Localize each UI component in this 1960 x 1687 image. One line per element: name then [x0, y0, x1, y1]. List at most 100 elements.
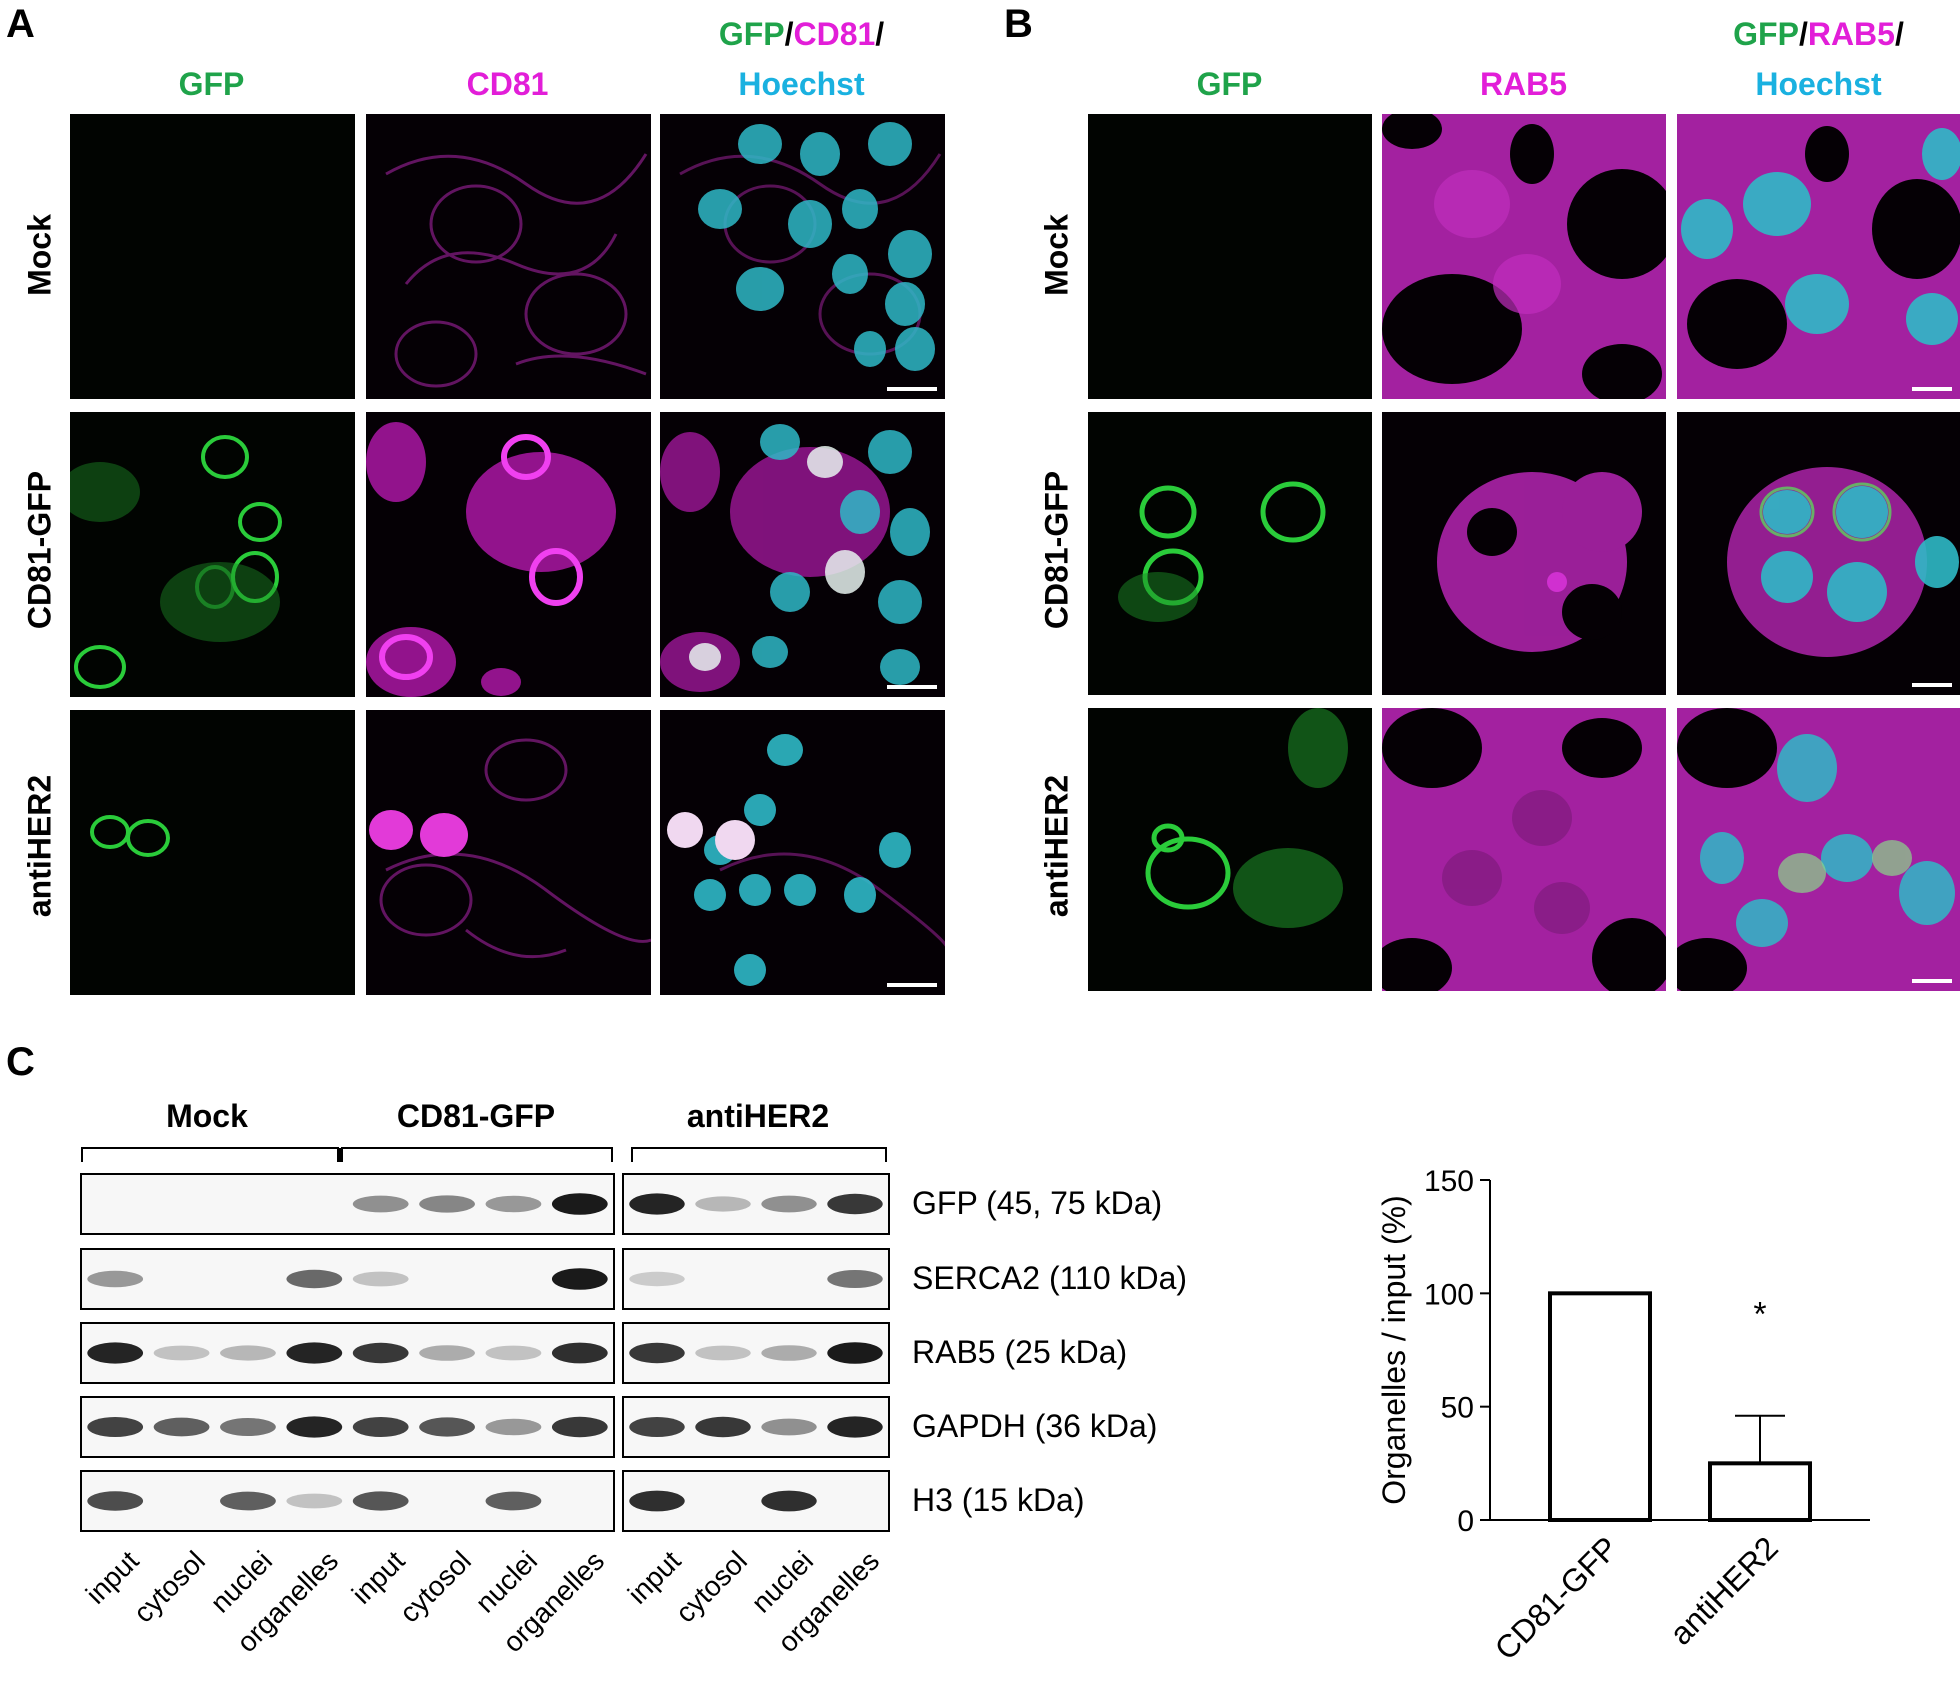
blot-band — [419, 1195, 475, 1213]
blot-band — [485, 1345, 542, 1361]
micrograph-a-antiher2-merge — [660, 710, 945, 995]
blot-band — [761, 1345, 817, 1361]
blot-group-mock: Mock — [166, 1098, 248, 1134]
blot-band — [220, 1345, 276, 1361]
y-tick-label: 50 — [1441, 1392, 1474, 1425]
micrograph-b-cd81gfp-gfp — [1088, 412, 1372, 695]
x-tick-label: CD81-GFP — [1488, 1529, 1625, 1660]
panel-b-row-cd81-gfp: CD81-GFP — [1038, 470, 1075, 630]
blot-band — [352, 1195, 409, 1213]
micrograph-a-mock-merge — [660, 114, 945, 399]
blot-band — [485, 1491, 542, 1511]
blot-band — [419, 1345, 475, 1361]
blot-band — [153, 1345, 210, 1361]
organelles-bar-chart: 0 50 100 150 Organelles / input (%) CD81-GFP *… — [1376, 1165, 1870, 1660]
blot-band — [827, 1416, 883, 1438]
blot-band — [551, 1268, 608, 1290]
blot-band — [827, 1270, 883, 1288]
micrograph-a-cd81gfp-merge — [660, 412, 945, 697]
blot-gfp-right — [622, 1173, 890, 1235]
blot-band — [352, 1271, 409, 1287]
panel-a-merge-header: GFP/CD81/ Hoechst — [660, 14, 943, 104]
blot-band — [286, 1416, 343, 1438]
blot-band — [827, 1342, 883, 1364]
blot-band — [485, 1195, 542, 1213]
merge-gfp-label: GFP — [1733, 16, 1799, 52]
blot-band — [827, 1193, 883, 1215]
blot-band — [220, 1491, 276, 1511]
lane-label-cytosol: cytosol — [127, 1545, 212, 1629]
blot-band — [761, 1195, 817, 1213]
bar-cd81-gfp — [1548, 1291, 1652, 1522]
blot-label-gapdh: GAPDH (36 kDa) — [912, 1408, 1158, 1444]
panel-a-col-gfp-header: GFP — [178, 66, 245, 102]
blot-label-h3: H3 (15 kDa) — [912, 1482, 1085, 1518]
blot-band — [629, 1490, 685, 1512]
panel-b-col-rab5-header: RAB5 — [1479, 66, 1568, 102]
blot-serca2-left — [80, 1248, 615, 1310]
merge-gfp-label: GFP — [718, 16, 785, 52]
micrograph-b-mock-merge — [1677, 114, 1960, 399]
blot-band — [629, 1271, 685, 1287]
blot-band — [695, 1416, 751, 1438]
blot-band — [551, 1342, 608, 1364]
blot-label-serca2: SERCA2 (110 kDa) — [912, 1260, 1188, 1296]
bar-antiher2 — [1708, 1461, 1812, 1523]
micrograph-a-cd81gfp-cd81 — [366, 412, 651, 697]
blot-band — [87, 1491, 144, 1511]
panel-b-row-antiher2: antiHER2 — [1038, 774, 1075, 918]
y-tick-label: 100 — [1424, 1278, 1474, 1311]
blot-rab5-left — [80, 1322, 615, 1384]
panel-b-row-mock: Mock — [1038, 214, 1075, 296]
blot-gapdh-left — [80, 1396, 615, 1458]
merge-rab5-label: RAB5 — [1807, 16, 1895, 52]
blot-band — [629, 1193, 685, 1215]
blot-gfp-left — [80, 1173, 615, 1235]
micrograph-b-antiher2-merge — [1677, 708, 1960, 991]
blot-band — [761, 1418, 817, 1436]
panel-a-letter: A — [6, 2, 35, 46]
blot-h3-left — [80, 1470, 615, 1532]
panel-b-letter: B — [1004, 2, 1033, 46]
scale-bar — [887, 983, 937, 987]
micrograph-a-cd81gfp-gfp — [70, 412, 355, 697]
merge-separator: / — [784, 16, 794, 52]
merge-separator: / — [1798, 16, 1808, 52]
blot-group-cd81-gfp: CD81-GFP — [396, 1098, 556, 1134]
x-tick-label: antiHER2 — [1663, 1529, 1785, 1651]
blot-band — [286, 1342, 343, 1364]
blot-band — [629, 1342, 685, 1364]
micrograph-b-antiher2-rab5 — [1382, 708, 1666, 991]
blot-band — [761, 1490, 817, 1512]
micrograph-b-mock-rab5 — [1382, 114, 1666, 399]
panel-b-col-gfp-header: GFP — [1196, 66, 1263, 102]
scale-bar — [1912, 387, 1952, 391]
y-axis-label: Organelles / input (%) — [1376, 1195, 1412, 1504]
micrograph-a-mock-cd81 — [366, 114, 651, 399]
significance-star: * — [1753, 1296, 1766, 1334]
micrograph-b-cd81gfp-rab5 — [1382, 412, 1666, 695]
blot-group-antiher2: antiHER2 — [686, 1098, 830, 1134]
panel-a-row-cd81-gfp: CD81-GFP — [21, 470, 58, 630]
blot-gapdh-right — [622, 1396, 890, 1458]
blot-band — [352, 1491, 409, 1511]
blot-band — [87, 1417, 144, 1437]
blot-label-rab5: RAB5 (25 kDa) — [912, 1334, 1128, 1370]
micrograph-b-mock-gfp — [1088, 114, 1372, 399]
panel-c-letter: C — [6, 1040, 35, 1084]
panel-a-row-antiher2: antiHER2 — [21, 774, 58, 918]
blot-band — [629, 1417, 685, 1437]
blot-band — [551, 1416, 608, 1438]
lane-label-cytosol: cytosol — [669, 1545, 753, 1629]
blot-band — [286, 1269, 343, 1289]
blot-band — [485, 1418, 542, 1436]
blot-band — [695, 1345, 751, 1361]
micrograph-a-antiher2-cd81 — [366, 710, 651, 995]
group-brackets — [81, 1147, 887, 1162]
blot-band — [286, 1493, 343, 1509]
merge-separator: / — [875, 16, 885, 52]
blot-band — [352, 1417, 409, 1437]
blot-band — [87, 1270, 144, 1288]
scale-bar — [887, 685, 937, 689]
blot-band — [419, 1417, 475, 1437]
